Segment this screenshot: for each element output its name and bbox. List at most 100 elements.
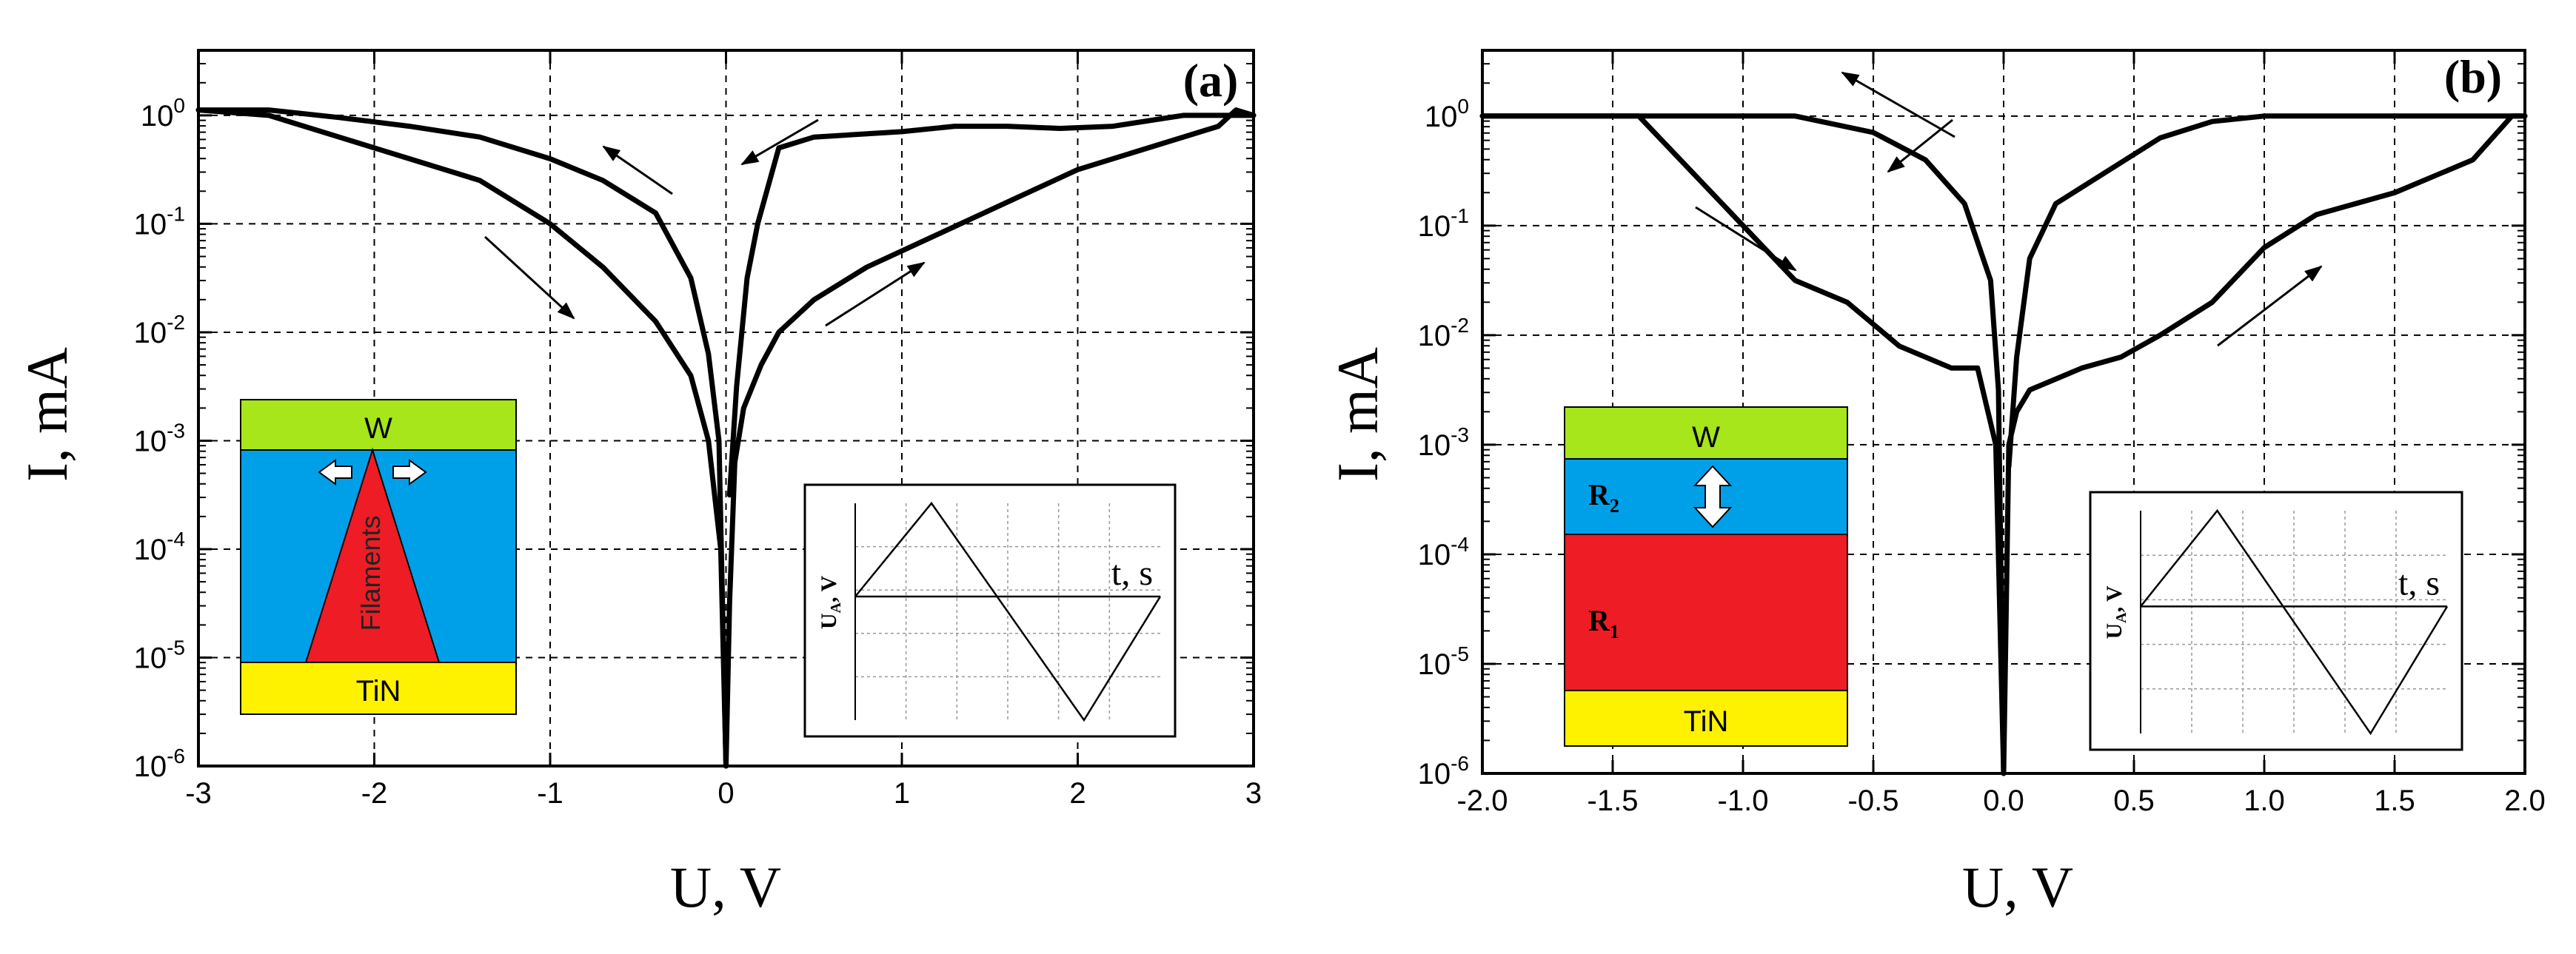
waveform-y-label: UA, V — [817, 576, 844, 630]
y-tick-exp: -1 — [1451, 204, 1469, 227]
x-tick-label: 1.5 — [2374, 785, 2415, 817]
y-tick-exp: -6 — [167, 745, 185, 767]
y-tick-exp: 0 — [1457, 95, 1469, 118]
filament-label: Filaments — [355, 515, 386, 631]
waveform-y-main: U — [2102, 623, 2127, 639]
sweep-direction-arrow — [602, 145, 673, 195]
series-line-negative-sweep-upper — [1479, 113, 2007, 776]
r2-main: R — [1588, 478, 1610, 511]
y-tick-exp: -3 — [167, 419, 185, 442]
sweep-direction-arrow — [1841, 71, 1956, 138]
y-tick-base: 10 — [1425, 101, 1458, 133]
sweep-direction-arrow — [484, 235, 575, 320]
series-line-negative-sweep-lower — [1479, 113, 2007, 776]
layer-r1 — [1564, 534, 1848, 691]
waveform-frame — [803, 483, 1177, 738]
vertical-double-arrow — [1693, 465, 1733, 528]
sweep-direction-arrow — [825, 261, 926, 327]
waveform-t-label: t, s — [2398, 563, 2440, 602]
y-axis-label: I, mA — [1325, 347, 1390, 482]
x-tick-label: 2.0 — [2504, 785, 2546, 817]
x-tick-label: 1.0 — [2244, 785, 2285, 817]
layer-top — [1564, 406, 1848, 460]
y-tick-label: 100 — [1425, 95, 1469, 133]
layer-top-label: W — [364, 412, 392, 445]
sweep-direction-arrow — [2217, 265, 2323, 347]
sweep-direction-arrow — [740, 118, 819, 166]
y-tick-base: 10 — [1418, 758, 1451, 790]
x-tick-label: 0 — [717, 777, 734, 810]
y-tick-exp: -3 — [1451, 423, 1469, 446]
r1-main: R — [1588, 604, 1610, 637]
waveform-frame — [2089, 491, 2463, 751]
waveform-y-main: U — [817, 613, 841, 629]
y-tick-exp: -1 — [167, 202, 185, 225]
filament-shape — [304, 447, 441, 663]
series-line-positive-sweep-lower — [2001, 113, 2528, 776]
y-tick-exp: -6 — [1451, 752, 1469, 775]
y-tick-base: 10 — [1418, 429, 1451, 462]
y-tick-base: 10 — [1418, 648, 1451, 681]
y-tick-exp: -2 — [1451, 314, 1469, 337]
y-tick-base: 10 — [134, 208, 167, 241]
y-tick-label: 10-3 — [1418, 423, 1469, 462]
x-tick-label: 0.0 — [1983, 785, 2024, 817]
y-tick-exp: -4 — [167, 528, 185, 551]
y-tick-label: 10-5 — [134, 636, 185, 674]
y-tick-base: 10 — [134, 750, 167, 783]
inset-device-diagram: W TiN Filaments — [240, 399, 517, 715]
waveform-triangle — [854, 501, 1162, 722]
waveform-y-label: UA, V — [2102, 585, 2130, 639]
layer-top-label: W — [1692, 421, 1720, 454]
r2-sub: 2 — [1610, 495, 1619, 517]
series-line-negative-sweep-upper — [195, 107, 729, 769]
x-tick-label: -3 — [185, 777, 212, 810]
y-tick-base: 10 — [1418, 210, 1451, 243]
inset-waveform: UA, V t, s — [2089, 491, 2463, 751]
waveform-triangle — [2140, 508, 2449, 736]
layer-r2-label: R2 — [1588, 478, 1619, 517]
r1-sub: 1 — [1610, 621, 1619, 642]
y-tick-label: 10-5 — [1418, 642, 1469, 681]
y-tick-exp: -5 — [167, 636, 185, 659]
panel-b: -2.0 -1.5 -1.0 -0.5 0.0 0.5 1.0 1.5 2.010-610-51… — [1325, 49, 2546, 919]
y-tick-label: 10-1 — [134, 202, 185, 241]
x-tick-label: -2 — [361, 777, 388, 810]
waveform-t-label: t, s — [1111, 554, 1153, 593]
y-tick-exp: -5 — [1451, 642, 1469, 665]
x-tick-label: -0.5 — [1848, 785, 1899, 817]
x-tick-label: -1.0 — [1718, 785, 1769, 817]
y-tick-label: 10-2 — [1418, 314, 1469, 352]
y-axis-label: I, mA — [15, 347, 79, 482]
y-tick-base: 10 — [1418, 320, 1451, 352]
x-tick-label: 1 — [894, 777, 910, 810]
y-tick-label: 10-4 — [1418, 533, 1469, 571]
layer-bottom — [1564, 690, 1848, 747]
y-tick-base: 10 — [134, 534, 167, 566]
waveform-y-sub: A — [2113, 612, 2130, 623]
waveform-y-sub: A — [828, 602, 844, 613]
sweep-direction-arrow — [1695, 206, 1797, 272]
x-tick-label: 0.5 — [2113, 785, 2155, 817]
inset-waveform: UA, V t, s — [803, 483, 1177, 738]
x-tick-label: 2 — [1069, 777, 1085, 810]
x-tick-label: -1 — [537, 777, 563, 810]
panel-a: -3 -2 -1 0 1 2 310-610-510-410-310-210-1100U, … — [15, 49, 1262, 919]
series-line-positive-sweep-upper — [2006, 113, 2528, 469]
series-line-positive-sweep-lower — [723, 107, 1257, 769]
y-tick-base: 10 — [134, 425, 167, 457]
x-axis-label: U, V — [670, 855, 781, 919]
x-tick-label: -1.5 — [1588, 785, 1639, 817]
layer-bottom — [240, 662, 517, 715]
panel-label: (a) — [1183, 54, 1239, 107]
panel-label: (b) — [2444, 50, 2502, 103]
x-tick-label: -2.0 — [1457, 785, 1508, 817]
x-axis-label: U, V — [1962, 855, 2073, 919]
waveform-y-unit: , V — [2102, 585, 2127, 612]
layer-bottom-label: TiN — [1684, 705, 1729, 738]
series-line-negative-sweep-lower — [195, 107, 729, 769]
y-tick-exp: -2 — [167, 311, 185, 334]
y-tick-base: 10 — [134, 642, 167, 674]
y-tick-exp: -4 — [1451, 533, 1469, 556]
